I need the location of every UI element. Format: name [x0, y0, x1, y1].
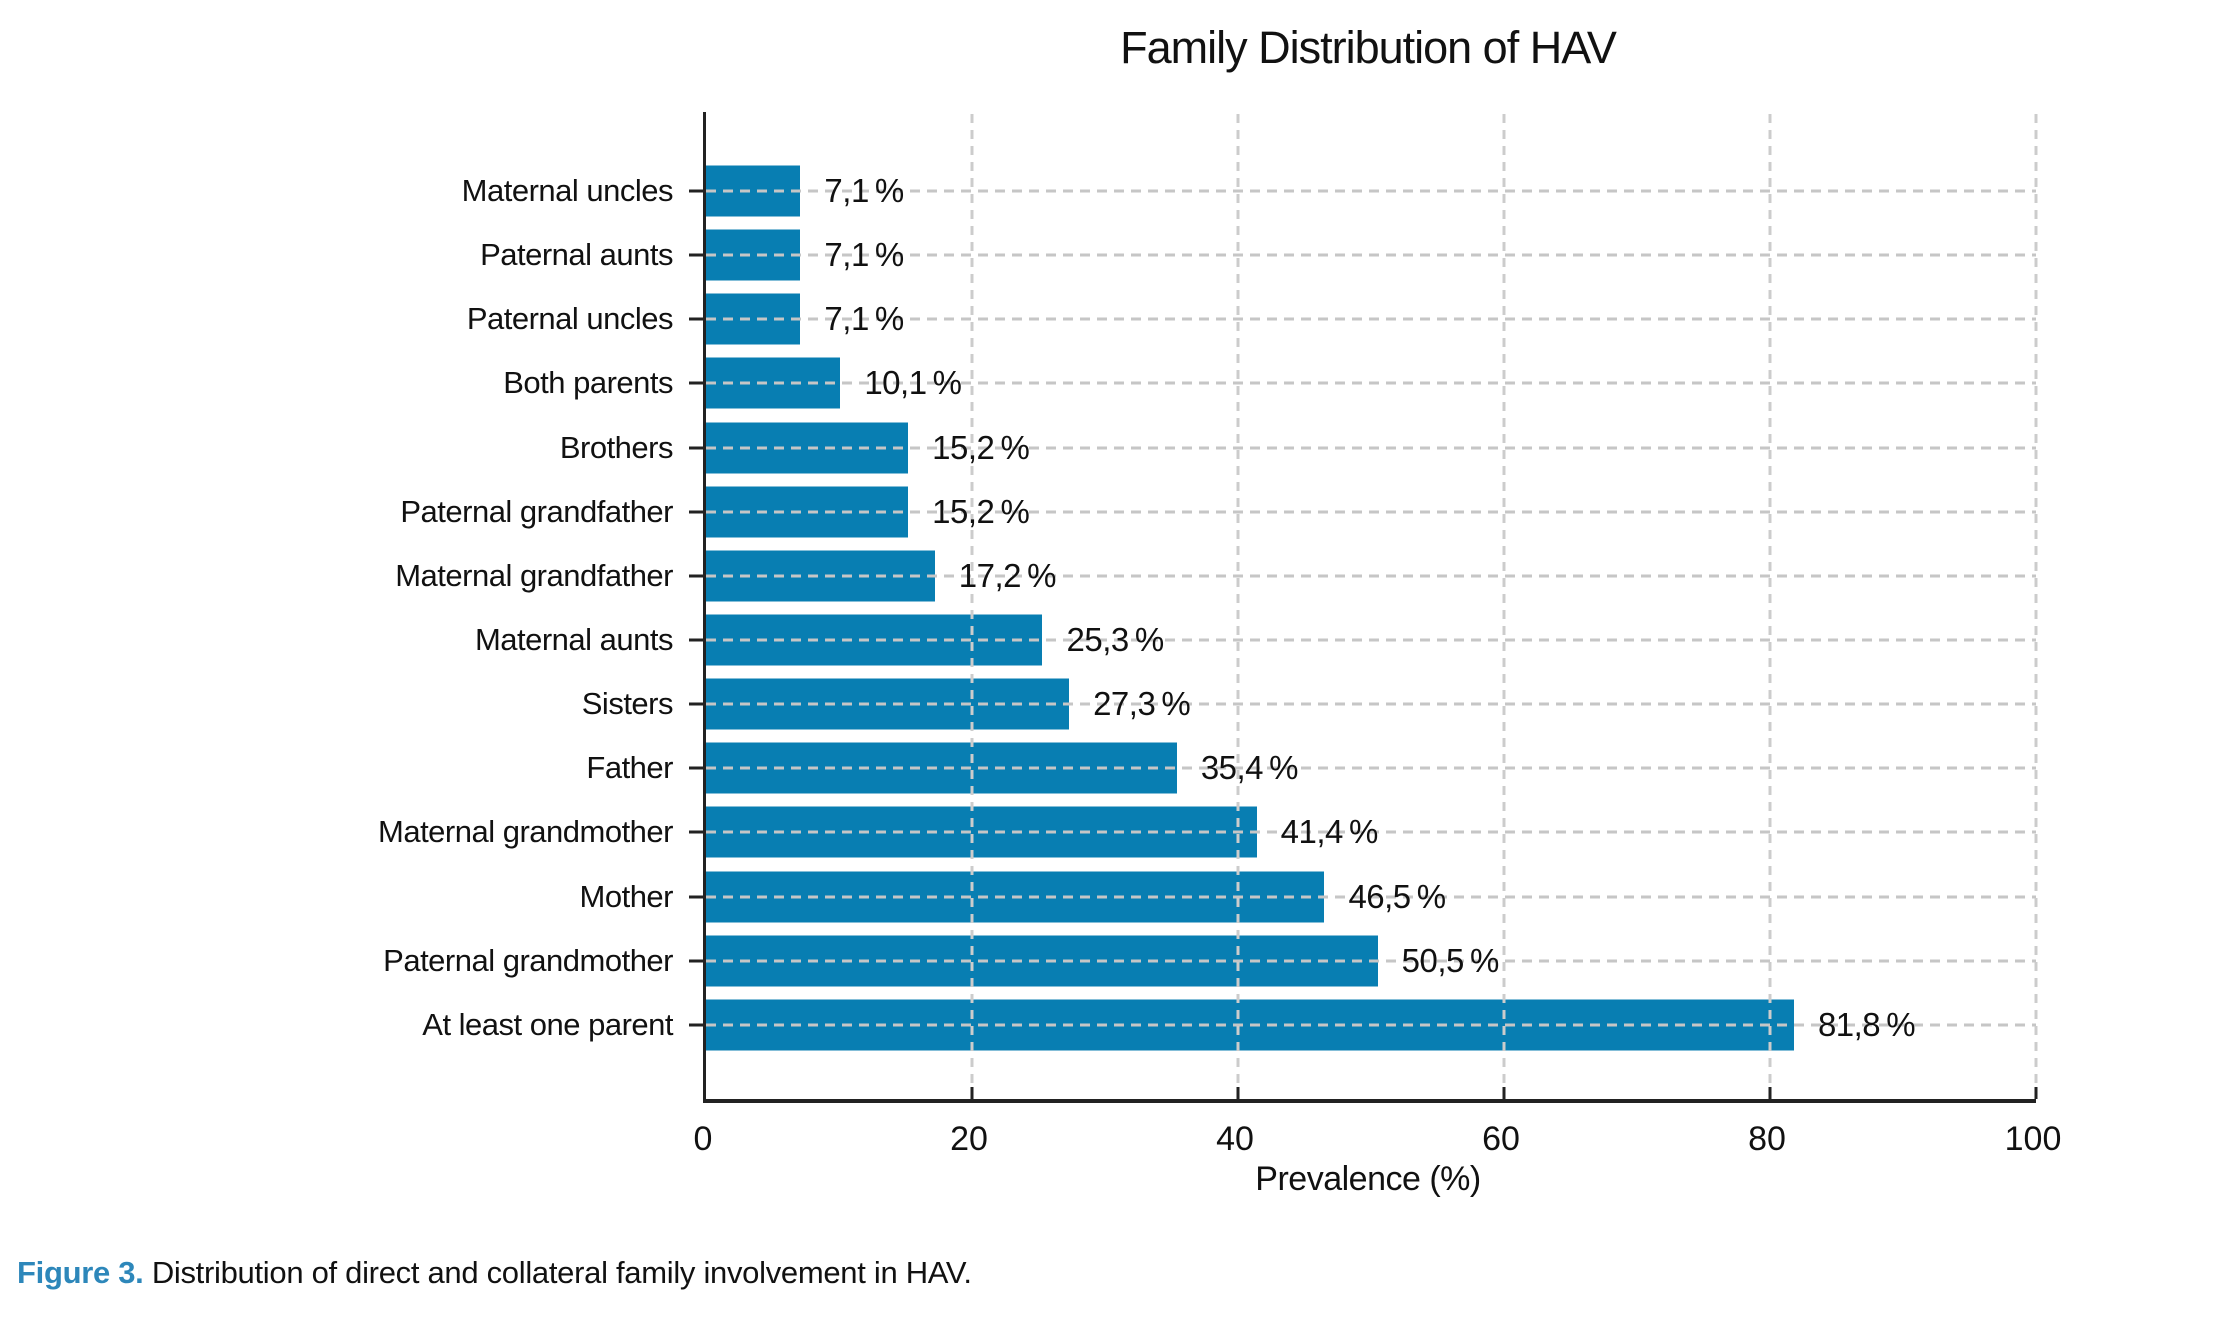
y-tick-mark: [689, 574, 703, 578]
bar-row: Maternal grandfather 17,2 %: [395, 544, 2036, 608]
figure-caption-text: Distribution of direct and collateral fa…: [143, 1255, 972, 1290]
value-label: 17,2 %: [958, 556, 1057, 594]
category-label: Sisters: [581, 686, 674, 722]
y-gridline: [706, 253, 2036, 257]
y-tick-mark: [689, 253, 703, 257]
y-gridline: [706, 1023, 2036, 1027]
x-gridline-40: [1236, 112, 1240, 1099]
bar-row: Both parents 10,1 %: [503, 351, 2036, 415]
value-label: 27,3 %: [1093, 685, 1191, 723]
y-gridline: [706, 702, 2036, 706]
x-tick-label-60: 60: [1482, 1120, 1520, 1158]
y-tick-mark: [689, 638, 703, 642]
x-tick-label-100: 100: [2004, 1120, 2062, 1158]
y-gridline: [706, 959, 2036, 963]
category-label: Mother: [579, 878, 674, 914]
bar-row: Brothers 15,2 %: [560, 416, 2036, 480]
y-gridline: [706, 638, 2036, 642]
x-axis-tick-labels: 0 20 40 60 80 100: [694, 1120, 2062, 1164]
x-tick-label-80: 80: [1748, 1120, 1786, 1158]
value-label: 25,3 %: [1066, 621, 1164, 659]
y-tick-mark: [689, 895, 703, 899]
x-tick-label-0: 0: [693, 1120, 713, 1158]
y-gridline: [706, 381, 2036, 385]
value-label: 15,2 %: [932, 428, 1030, 466]
y-tick-mark: [689, 766, 703, 770]
bar-row: Paternal grandmother 50,5 %: [383, 929, 2036, 993]
y-tick-mark: [689, 702, 703, 706]
bar-row: Maternal aunts 25,3 %: [475, 608, 2036, 672]
bar-rows-container: Maternal uncles 7,1 % Paternal aunts 7,1 % P…: [378, 112, 2036, 1099]
value-label: 41,4 %: [1280, 813, 1379, 851]
category-label: Brothers: [559, 429, 674, 465]
y-gridline: [706, 189, 2036, 193]
y-tick-mark: [689, 830, 703, 834]
y-gridline: [706, 766, 2036, 770]
category-label: Maternal uncles: [461, 173, 674, 209]
y-tick-mark: [689, 446, 703, 450]
value-label: 50,5 %: [1401, 941, 1500, 979]
x-gridline-60: [1502, 112, 1506, 1099]
x-tick-mark-100: [2034, 1087, 2038, 1099]
y-tick-mark: [689, 1023, 703, 1027]
figure-caption-prefix: Figure 3.: [17, 1255, 144, 1290]
y-gridline: [706, 446, 2036, 450]
value-label: 10,1 %: [864, 364, 962, 402]
x-tick-label-20: 20: [950, 1120, 988, 1158]
value-label: 7,1 %: [824, 236, 904, 274]
bar-row: Mother 46,5 %: [580, 865, 2036, 929]
category-label: Paternal aunts: [480, 237, 673, 273]
bar-row: Maternal grandmother 41,4 %: [378, 800, 2036, 864]
x-gridline-20: [970, 112, 974, 1099]
category-label: Paternal grandfather: [400, 493, 673, 529]
y-gridline: [706, 830, 2036, 834]
x-tick-mark-20: [970, 1087, 974, 1099]
category-label: Maternal grandmother: [378, 814, 674, 850]
y-tick-mark: [689, 959, 703, 963]
y-tick-mark: [689, 317, 703, 321]
chart-title: Family Distribution of HAV: [1120, 22, 1617, 73]
value-label: 81,8 %: [1817, 1005, 1916, 1043]
category-label: At least one parent: [422, 1006, 673, 1042]
value-label: 46,5 %: [1348, 877, 1446, 915]
x-gridline-80: [1768, 112, 1772, 1099]
bar-row: Paternal aunts 7,1 %: [480, 223, 2036, 287]
bar-row: At least one parent 81,8 %: [422, 993, 2036, 1057]
value-label: 15,2 %: [932, 492, 1030, 530]
x-tick-mark-60: [1502, 1087, 1506, 1099]
category-label: Father: [586, 750, 673, 786]
category-label: Maternal grandfather: [395, 557, 673, 593]
bar-row: Maternal uncles 7,1 %: [462, 159, 2036, 223]
plot-area: Maternal uncles 7,1 % Paternal aunts 7,1 % P…: [378, 112, 2038, 1103]
y-tick-mark: [689, 189, 703, 193]
value-label: 7,1 %: [824, 172, 904, 210]
bar-row: Paternal uncles 7,1 %: [467, 287, 2036, 351]
category-label: Paternal grandmother: [383, 942, 673, 978]
value-label: 7,1 %: [824, 300, 904, 338]
y-tick-mark: [689, 510, 703, 514]
category-label: Paternal uncles: [466, 301, 674, 337]
x-tick-label-40: 40: [1216, 1120, 1254, 1158]
category-label: Maternal aunts: [474, 622, 674, 658]
y-gridline: [706, 895, 2036, 899]
x-tick-mark-40: [1236, 1087, 1240, 1099]
y-gridline: [706, 510, 2036, 514]
category-label: Both parents: [503, 365, 673, 401]
x-tick-mark-80: [1768, 1087, 1772, 1099]
y-tick-mark: [689, 381, 703, 385]
figure-caption: Figure 3. Distribution of direct and col…: [17, 1255, 972, 1291]
value-label: 35,4 %: [1200, 749, 1299, 787]
x-gridline-100: [2034, 112, 2038, 1099]
bar-row: Father 35,4 %: [586, 736, 2036, 800]
y-gridline: [706, 317, 2036, 321]
bar-row: Paternal grandfather 15,2 %: [400, 480, 2036, 544]
y-gridline: [706, 574, 2036, 578]
bar-row: Sisters 27,3 %: [582, 672, 2036, 736]
x-axis-title: Prevalence (%): [1255, 1160, 1481, 1198]
